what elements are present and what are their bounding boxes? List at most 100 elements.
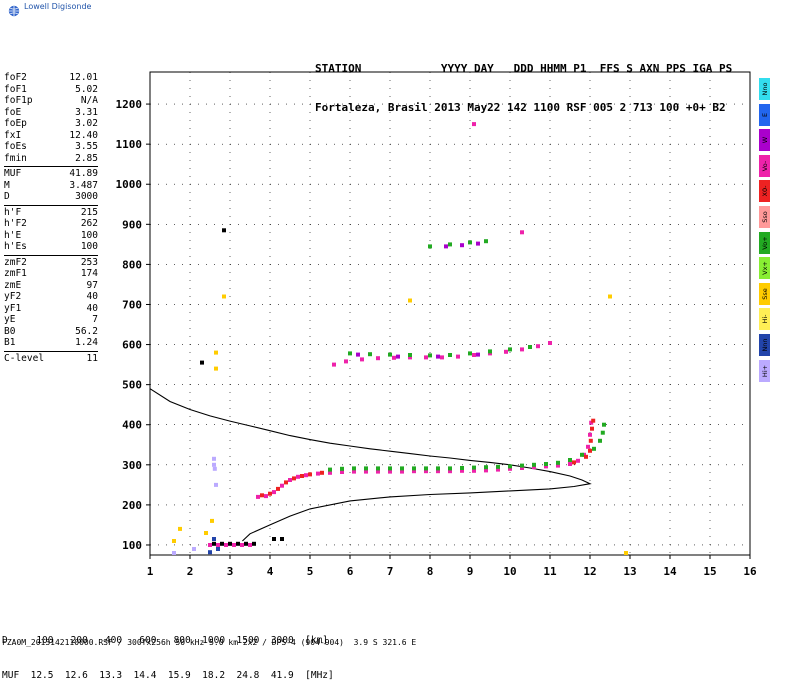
muf-distance-row: D 100 200 400 600 800 1000 1500 3000 [km… — [2, 635, 329, 646]
param-name: zmF1 — [4, 268, 27, 279]
param-row: yF1 40 — [4, 303, 98, 315]
echo-point — [320, 470, 324, 475]
echo-point — [292, 476, 296, 481]
param-name: yF2 — [4, 291, 22, 302]
echo-point — [244, 541, 248, 546]
echo-point — [340, 466, 344, 471]
echo-point — [448, 466, 452, 471]
echo-point — [220, 541, 224, 546]
echo-point — [280, 483, 284, 488]
mode-legend-label: Hi+ — [760, 364, 769, 377]
x-tick-label: 8 — [427, 565, 434, 578]
echo-point — [476, 352, 480, 357]
echo-point — [440, 355, 444, 360]
echo-point — [364, 469, 368, 474]
file-info-footer: FZA0M_2013142110000.RSF / 300fx256h 50 k… — [2, 638, 417, 647]
echo-point — [172, 551, 176, 555]
echo-point — [508, 466, 512, 471]
echo-point — [284, 480, 288, 485]
echo-point — [248, 543, 252, 547]
param-value: N/A — [80, 95, 98, 106]
echo-point — [504, 349, 508, 354]
x-tick-label: 16 — [743, 565, 757, 578]
param-row: M 3.487 — [4, 180, 98, 192]
x-tick-label: 9 — [467, 565, 474, 578]
echo-point — [328, 467, 332, 472]
echo-point — [496, 467, 500, 472]
echo-point — [388, 466, 392, 471]
echo-point — [448, 353, 452, 357]
echo-point — [276, 486, 280, 491]
echo-point — [428, 244, 432, 249]
echo-point — [400, 469, 404, 474]
mode-legend-label: Sso — [760, 211, 769, 223]
param-row: h'F2 262 — [4, 218, 98, 230]
param-name: yE — [4, 314, 16, 325]
echo-point — [532, 465, 536, 470]
mode-legend-item: Nno — [759, 78, 770, 100]
echo-point — [568, 458, 572, 462]
y-tick-label: 800 — [122, 258, 142, 271]
param-row: foE 3.31 — [4, 107, 98, 119]
echo-point — [408, 298, 412, 303]
echo-point — [222, 294, 226, 299]
echo-point — [520, 466, 524, 470]
param-row: D 3000 — [4, 191, 98, 203]
echo-point — [591, 418, 596, 423]
echo-point — [216, 547, 220, 551]
param-name: h'E — [4, 229, 22, 241]
echo-point — [436, 354, 440, 359]
plot-frame — [149, 71, 751, 556]
echo-point — [392, 355, 396, 360]
param-name: D — [4, 191, 10, 202]
mode-legend-label: Vo- — [760, 160, 769, 171]
mode-legend-label: Nnn — [760, 338, 769, 352]
echo-point — [388, 469, 392, 474]
echo-point — [520, 230, 524, 235]
x-tick-label: 5 — [307, 565, 314, 578]
echo-point — [400, 466, 404, 471]
param-value: 253 — [80, 256, 98, 268]
echo-point — [408, 355, 412, 360]
app-logo-text: Lowell Digisonde — [24, 2, 92, 11]
mode-legend-label: Vx+ — [760, 261, 769, 276]
param-row: h'E 100 — [4, 230, 98, 242]
echo-point — [448, 469, 452, 474]
param-value: 40 — [86, 302, 98, 314]
param-name: foF1p — [4, 95, 33, 106]
x-tick-label: 14 — [663, 565, 677, 578]
echo-point — [192, 547, 196, 551]
echo-point — [212, 456, 216, 461]
echo-point — [360, 357, 364, 362]
echo-point — [588, 432, 592, 437]
echo-point — [212, 466, 217, 471]
echo-point — [210, 518, 214, 523]
echo-point — [316, 471, 320, 476]
echo-point — [624, 551, 628, 555]
param-row: zmE 97 — [4, 280, 98, 292]
echo-point — [472, 353, 476, 357]
polarization-mode-legend: Nno E W Vo- X0- Sso Vo+ Vx+ Sse Hi- Nnn Hi+ — [759, 78, 770, 385]
echo-point — [272, 537, 276, 541]
param-row: foF2 12.01 — [4, 72, 98, 84]
echo-point — [344, 359, 348, 364]
muf-distance-table: D 100 200 400 600 800 1000 1500 3000 [km… — [2, 612, 334, 693]
echo-point — [396, 354, 400, 359]
mode-legend-item: Hi+ — [759, 359, 770, 382]
mode-legend-label: Vo+ — [760, 235, 769, 250]
echo-point — [476, 241, 480, 246]
echo-point — [460, 243, 464, 248]
echo-point — [352, 469, 356, 474]
echo-point — [444, 244, 448, 249]
echo-point — [536, 344, 540, 349]
echo-point — [572, 460, 576, 465]
echo-point — [214, 350, 218, 355]
param-row: foEs 3.55 — [4, 141, 98, 153]
echo-point — [308, 472, 312, 477]
echo-point — [376, 356, 380, 361]
echo-point — [300, 474, 304, 478]
param-value: 215 — [80, 206, 98, 218]
echo-point — [448, 242, 452, 247]
x-tick-label: 6 — [347, 565, 354, 578]
echo-point — [364, 466, 368, 471]
